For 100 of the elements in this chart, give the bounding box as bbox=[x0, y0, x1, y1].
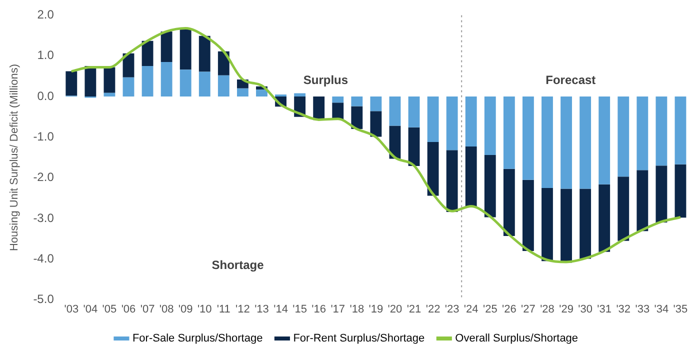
x-tick-label: '09 bbox=[178, 303, 193, 316]
bar bbox=[560, 96, 572, 189]
bar bbox=[542, 188, 553, 262]
bar bbox=[160, 31, 172, 62]
bar bbox=[370, 96, 382, 112]
x-tick-label: '17 bbox=[330, 303, 346, 316]
y-tick-label: 1.0 bbox=[37, 48, 54, 62]
x-tick-label: '07 bbox=[140, 303, 155, 316]
bar bbox=[484, 96, 496, 156]
bar bbox=[618, 96, 630, 177]
x-tick-label: '18 bbox=[350, 303, 364, 316]
bar bbox=[198, 72, 210, 97]
y-tick-label: -1.0 bbox=[33, 129, 54, 144]
annotation: Forecast bbox=[546, 72, 596, 87]
x-tick-label: '19 bbox=[368, 303, 384, 316]
bar bbox=[674, 164, 686, 218]
bar bbox=[656, 96, 668, 166]
x-tick-label: '35 bbox=[673, 303, 688, 316]
bar bbox=[180, 70, 192, 97]
bar bbox=[522, 180, 534, 252]
x-tick-label: '23 bbox=[444, 303, 460, 316]
x-tick-label: '06 bbox=[121, 303, 136, 316]
x-tick-label: '05 bbox=[102, 303, 117, 316]
bar bbox=[256, 90, 268, 97]
legend-label: Overall Surplus/Shortage bbox=[455, 332, 578, 345]
x-tick-label: '34 bbox=[654, 303, 669, 316]
bar bbox=[674, 96, 686, 164]
x-tick-label: '32 bbox=[616, 303, 631, 316]
bar bbox=[598, 96, 610, 184]
bar bbox=[503, 168, 515, 236]
bar bbox=[560, 188, 572, 263]
bar bbox=[636, 170, 648, 232]
bar bbox=[465, 146, 477, 207]
bar bbox=[484, 155, 496, 218]
bar bbox=[313, 96, 325, 120]
bar bbox=[636, 96, 648, 170]
x-tick-label: '29 bbox=[559, 303, 574, 316]
bar bbox=[427, 142, 439, 196]
y-tick-label: -3.0 bbox=[33, 210, 54, 225]
bar bbox=[580, 188, 592, 259]
y-tick-label: -2.0 bbox=[33, 170, 54, 184]
legend-label: For-Sale Surplus/Shortage bbox=[132, 332, 263, 345]
bar bbox=[446, 96, 458, 150]
bar bbox=[332, 96, 344, 103]
bar bbox=[198, 36, 210, 72]
x-tick-label: '10 bbox=[197, 303, 212, 316]
bar bbox=[160, 62, 172, 97]
x-tick-label: '28 bbox=[540, 303, 554, 316]
x-tick-label: '21 bbox=[406, 303, 422, 316]
bar bbox=[66, 71, 78, 96]
bar bbox=[542, 96, 553, 188]
bar bbox=[236, 88, 248, 97]
bar bbox=[351, 106, 363, 130]
bar bbox=[275, 94, 286, 97]
y-axis-title: Housing Unit Surplus/ Deficit (Millions) bbox=[8, 64, 21, 252]
x-tick-label: '04 bbox=[83, 303, 98, 316]
bar bbox=[656, 166, 668, 223]
y-tick-label: 2.0 bbox=[37, 8, 54, 22]
x-tick-label: '31 bbox=[597, 303, 612, 316]
x-tick-label: '25 bbox=[482, 303, 498, 316]
bar bbox=[142, 40, 154, 66]
x-tick-label: '27 bbox=[521, 303, 536, 316]
annotation: Surplus bbox=[303, 72, 348, 87]
bar bbox=[84, 66, 96, 97]
bar bbox=[122, 77, 134, 97]
bar bbox=[104, 92, 116, 97]
bar bbox=[142, 66, 154, 97]
y-tick-label: -5.0 bbox=[33, 292, 54, 306]
bar bbox=[408, 96, 420, 128]
bar bbox=[522, 96, 534, 180]
bar bbox=[104, 67, 116, 93]
bar bbox=[503, 96, 515, 169]
x-tick-label: '33 bbox=[635, 303, 650, 316]
legend-label: For-Rent Surplus/Shortage bbox=[293, 332, 425, 345]
bar bbox=[370, 111, 382, 137]
x-tick-label: '16 bbox=[312, 303, 326, 316]
x-tick-label: '30 bbox=[578, 303, 592, 316]
bar bbox=[351, 96, 363, 106]
bar bbox=[465, 96, 477, 147]
bar bbox=[598, 184, 610, 252]
x-tick-label: '14 bbox=[274, 303, 288, 316]
bar bbox=[294, 93, 306, 97]
x-tick-label: '11 bbox=[216, 303, 230, 316]
bar bbox=[122, 53, 134, 78]
x-tick-label: '24 bbox=[464, 303, 478, 316]
bar bbox=[408, 127, 420, 166]
bar bbox=[389, 96, 401, 126]
bar bbox=[332, 102, 344, 120]
x-tick-label: '20 bbox=[388, 303, 402, 316]
bar bbox=[218, 51, 230, 76]
x-tick-label: '15 bbox=[292, 303, 307, 316]
bar bbox=[218, 75, 230, 97]
x-tick-label: '03 bbox=[64, 303, 79, 316]
x-tick-label: '08 bbox=[159, 303, 174, 316]
x-tick-label: '26 bbox=[502, 303, 516, 316]
bar bbox=[427, 96, 439, 142]
x-tick-label: '12 bbox=[236, 303, 250, 316]
x-tick-label: '13 bbox=[254, 303, 269, 316]
bar bbox=[580, 96, 592, 189]
bar bbox=[618, 176, 630, 241]
